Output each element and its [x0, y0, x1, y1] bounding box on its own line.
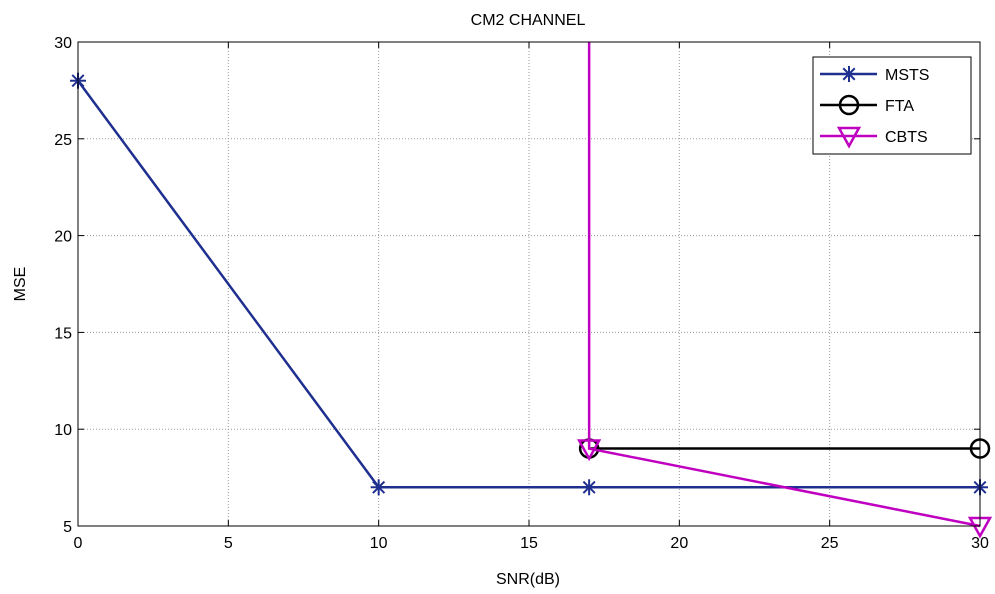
- legend-item-msts: MSTS: [820, 66, 929, 84]
- data-point-msts: [370, 479, 387, 496]
- data-point-msts: [581, 479, 598, 496]
- y-tick-label: 5: [63, 519, 72, 536]
- legend-label-msts: MSTS: [885, 67, 929, 84]
- y-axis-title: MSE: [12, 267, 29, 302]
- triangle-shape: [577, 439, 602, 462]
- triangle-shape: [836, 126, 862, 149]
- x-tick-label: 15: [520, 535, 538, 552]
- x-tick-label: 0: [74, 535, 83, 552]
- grid: [78, 42, 980, 526]
- circle-shape: [838, 94, 860, 116]
- legend-marker-msts: [841, 66, 857, 82]
- chart-title: CM2 CHANNEL: [471, 12, 586, 29]
- y-tick-label: 10: [54, 422, 72, 439]
- asterisk-stroke: [582, 480, 596, 494]
- legend-marker-fta: [838, 94, 860, 116]
- data-point-cbts: [577, 439, 602, 462]
- legend-item-cbts: CBTS: [820, 126, 928, 149]
- x-tick-label: 25: [821, 535, 839, 552]
- y-tick-label: 15: [54, 325, 72, 342]
- legend-label-cbts: CBTS: [885, 129, 928, 146]
- x-tick-label: 5: [224, 535, 233, 552]
- x-tick-label: 30: [971, 535, 989, 552]
- plot-frame: [77, 41, 981, 527]
- series-line-cbts: [587, 42, 981, 528]
- x-tick-label: 10: [370, 535, 388, 552]
- y-tick-label: 20: [54, 229, 72, 246]
- y-tick-label: 25: [54, 132, 72, 149]
- series-layer: [70, 42, 993, 539]
- y-tick-label: 30: [54, 35, 72, 52]
- asterisk-stroke: [842, 67, 856, 81]
- legend-item-fta: FTA: [820, 94, 914, 116]
- legend: MSTS FTA CBTS: [812, 56, 972, 155]
- x-tick-label: 20: [670, 535, 688, 552]
- x-axis-title: SNR(dB): [496, 571, 560, 588]
- legend-label-fta: FTA: [885, 98, 914, 115]
- asterisk-stroke: [372, 480, 386, 494]
- legend-marker-cbts: [836, 126, 862, 149]
